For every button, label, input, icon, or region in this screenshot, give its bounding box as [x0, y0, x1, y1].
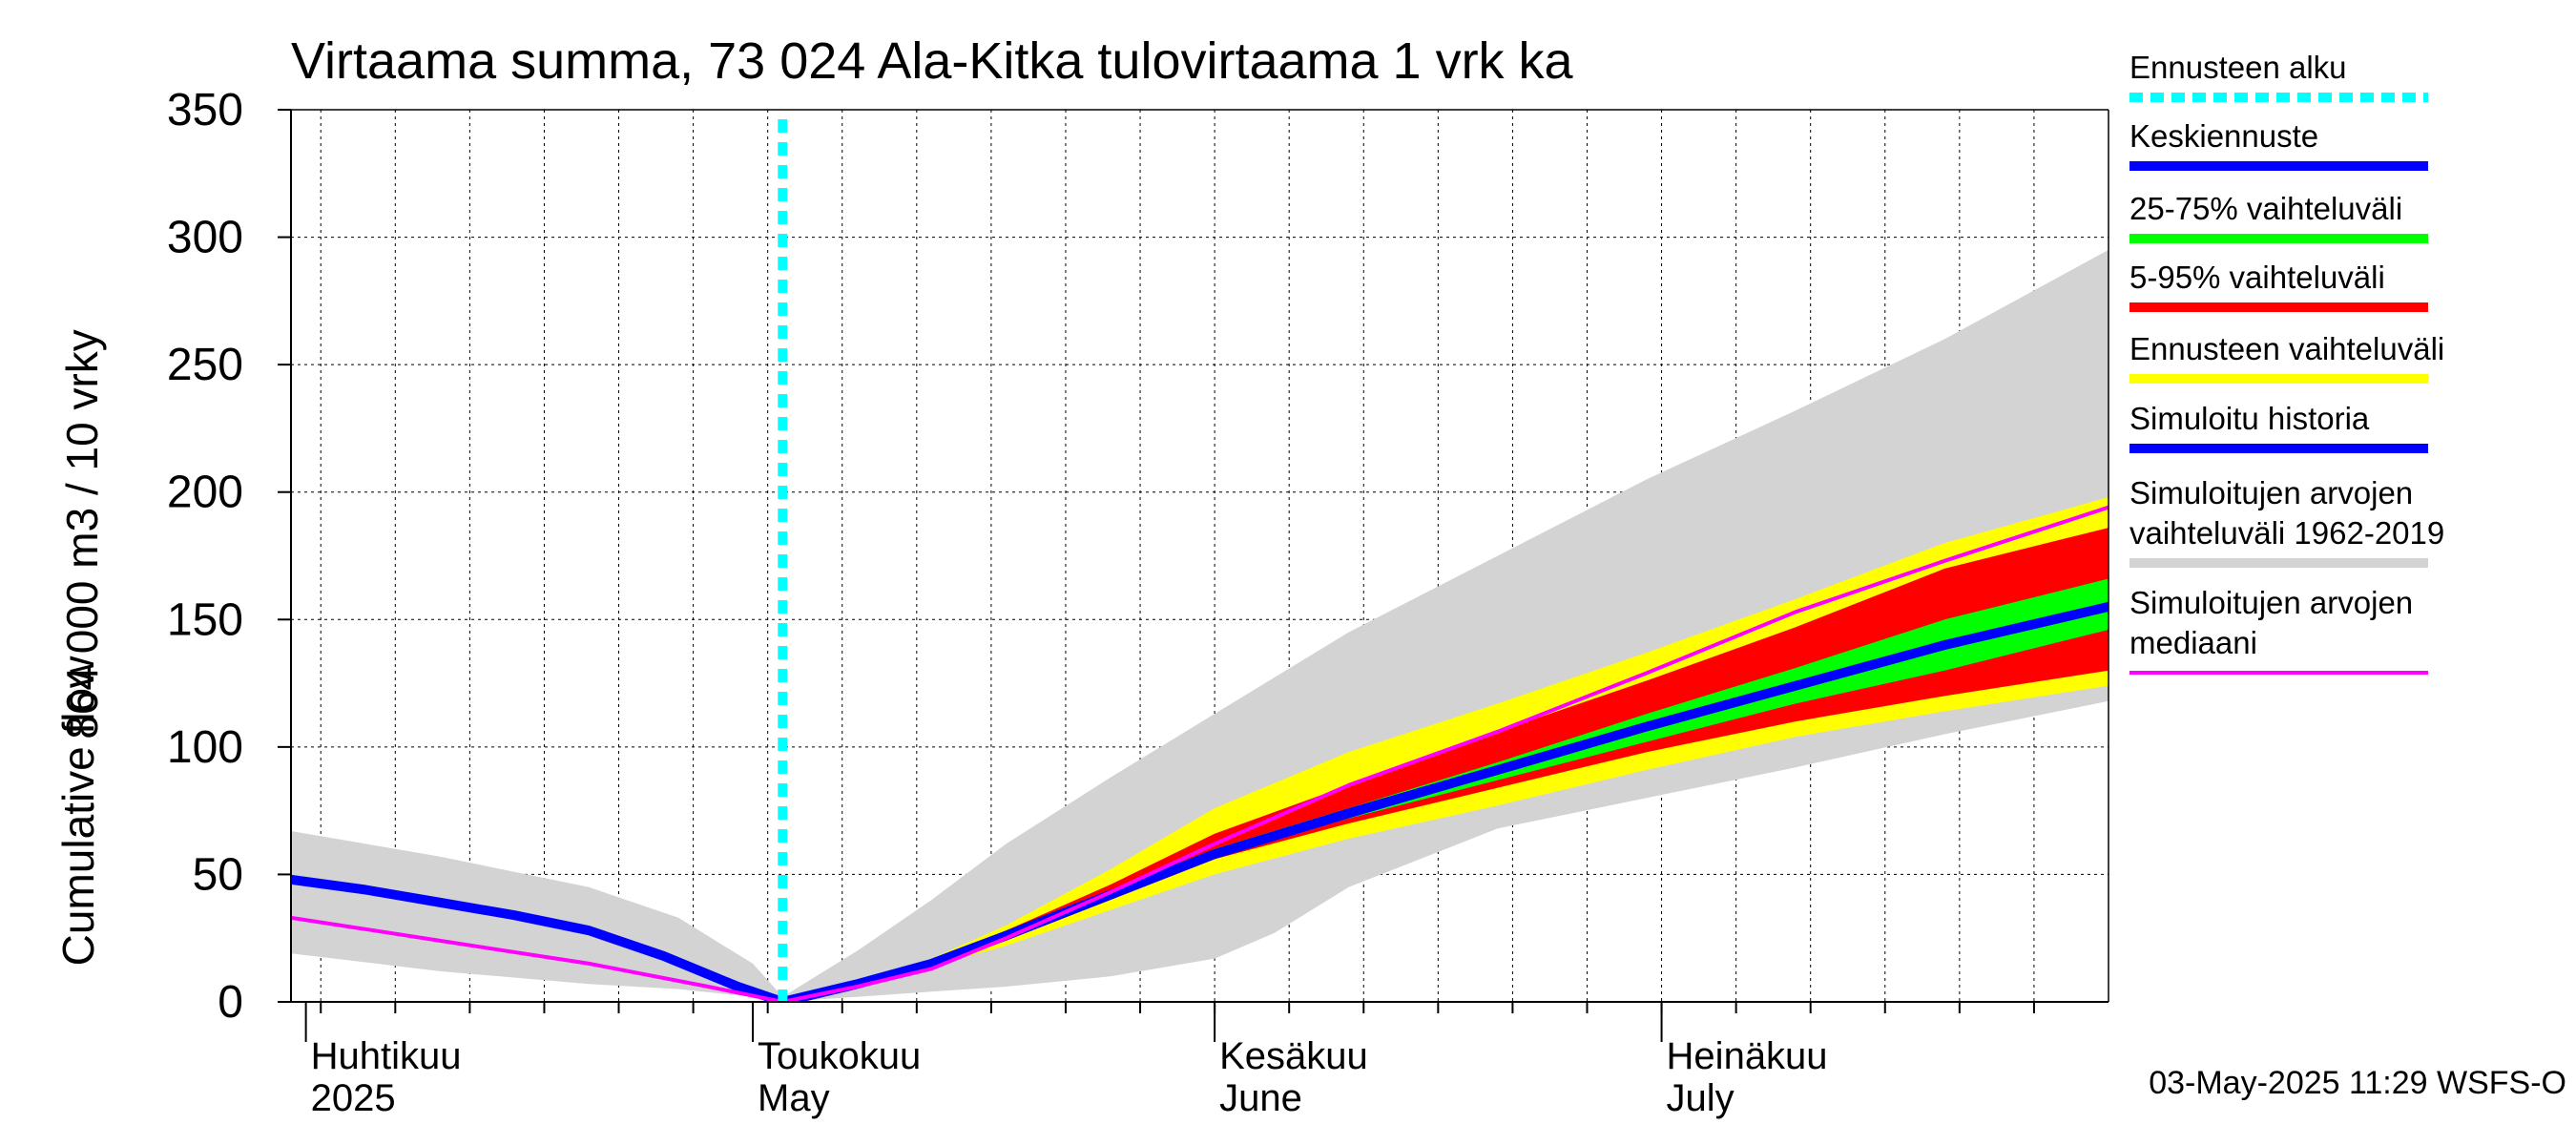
legend-label: Simuloitujen arvojen vaihteluväli 1962-20…: [2129, 475, 2444, 551]
band-5-95-vaihteluv-li: [782, 528, 2109, 1002]
y-tick-label: 200: [167, 468, 243, 518]
y-tick-label: 150: [167, 594, 243, 645]
legend-label: Ennusteen vaihteluväli: [2129, 331, 2444, 366]
series-layer: [291, 119, 2109, 1002]
month-label-en: 2025: [311, 1077, 396, 1119]
month-label-en: July: [1667, 1077, 1735, 1119]
line-keskiennuste: [778, 601, 2109, 1002]
month-label-fi: Kesäkuu: [1219, 1035, 1368, 1077]
band-25-75-vaihteluv-li: [782, 578, 2109, 1002]
chart-title: Virtaama summa, 73 024 Ala-Kitka tulovir…: [291, 32, 1574, 90]
month-label-en: June: [1219, 1077, 1302, 1119]
legend-label-line1: Simuloitujen arvojen: [2129, 475, 2413, 510]
y-tick-label: 300: [167, 213, 243, 263]
timestamp: 03-May-2025 11:29 WSFS-O: [2149, 1065, 2566, 1101]
legend-label-line1: Simuloitujen arvojen: [2129, 585, 2413, 620]
month-label-fi: Huhtikuu: [311, 1035, 462, 1077]
legend: Ennusteen alku Keskiennuste 25-75% vaihtel…: [2129, 50, 2444, 675]
y-axis-label-finnish: 864 000 m3 / 10 vrky: [57, 329, 107, 739]
y-tick-label: 350: [167, 85, 243, 135]
legend-label: 5-95% vaihteluväli: [2129, 260, 2385, 295]
y-axis-label-english: Cumulative flow: [53, 656, 103, 966]
line-simuloitujen-arvojen-mediaani: [291, 505, 2109, 1002]
y-tick-label: 250: [167, 340, 243, 390]
y-tick-label: 100: [167, 722, 243, 773]
legend-label-line2: mediaani: [2129, 625, 2257, 660]
legend-label-line2: vaihteluväli 1962-2019: [2129, 515, 2444, 551]
legend-label: Simuloitu historia: [2129, 401, 2370, 436]
legend-label: Keskiennuste: [2129, 118, 2318, 154]
month-label-fi: Toukokuu: [758, 1035, 921, 1077]
y-tick-label: 50: [193, 849, 243, 900]
legend-label: 25-75% vaihteluväli: [2129, 191, 2402, 226]
legend-label: Simuloitujen arvojen mediaani: [2129, 585, 2413, 660]
y-tick-label: 0: [218, 977, 243, 1028]
month-label-fi: Heinäkuu: [1667, 1035, 1828, 1077]
legend-label: Ennusteen alku: [2129, 50, 2347, 85]
month-label-en: May: [758, 1077, 830, 1119]
line-simuloitu-historia: [291, 874, 788, 1002]
